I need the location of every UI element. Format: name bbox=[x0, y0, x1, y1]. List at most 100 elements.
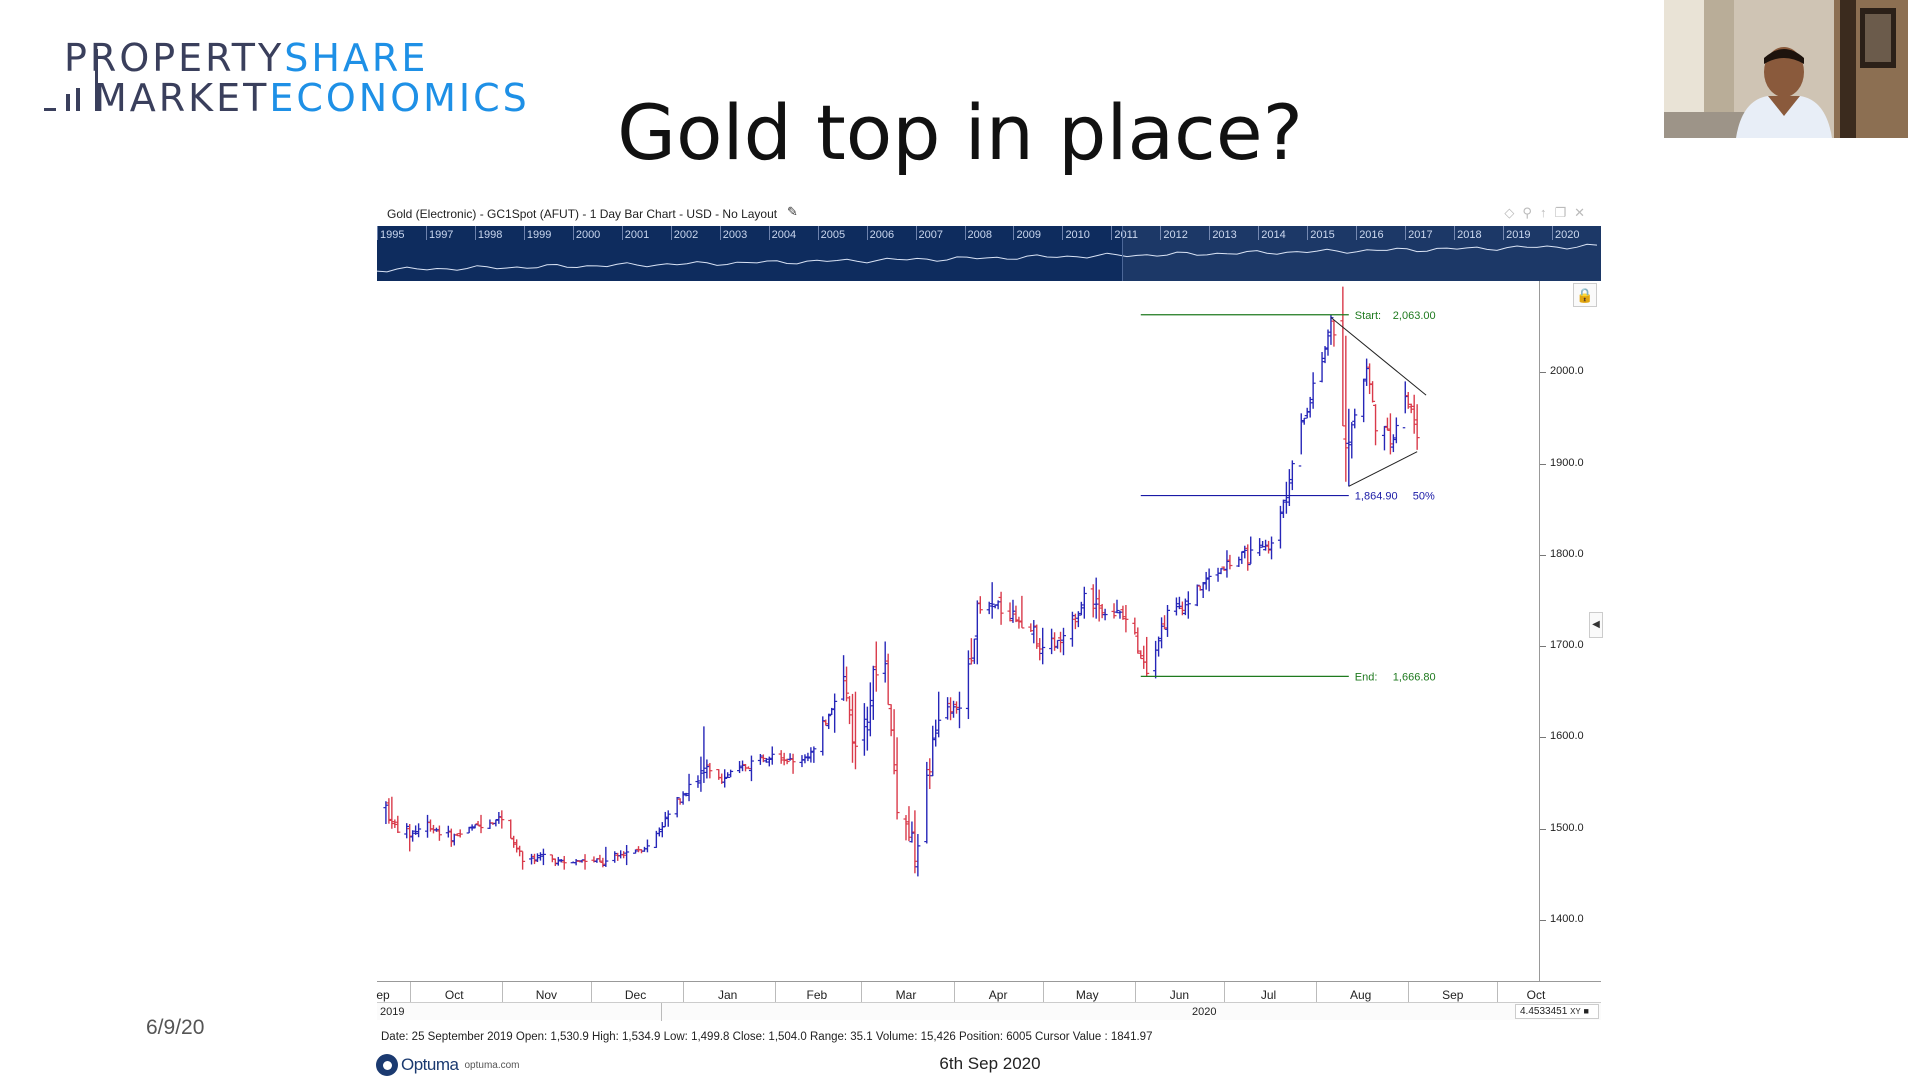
trendline bbox=[1330, 317, 1427, 396]
overview-year-label: 2011 bbox=[1114, 229, 1139, 241]
overview-year-label: 2019 bbox=[1506, 229, 1531, 241]
x-tick-label: Nov bbox=[535, 988, 558, 1002]
brand-site: optuma.com bbox=[464, 1059, 520, 1071]
overview-year-label: 2014 bbox=[1261, 229, 1286, 241]
x-month-separator bbox=[953, 982, 955, 1002]
overview-year-label: 2006 bbox=[869, 229, 895, 241]
x-month-separator bbox=[1042, 982, 1044, 1002]
logo-word-economics: ECONOMICS bbox=[269, 76, 530, 120]
x-tick-label: Sep bbox=[1442, 988, 1464, 1002]
logo-line-2: MARKETECONOMICS bbox=[94, 78, 530, 118]
overview-selection[interactable] bbox=[1122, 226, 1601, 281]
overview-year-divider bbox=[1111, 226, 1113, 240]
x-month-separator bbox=[501, 982, 503, 1002]
overview-year-label: 2009 bbox=[1016, 229, 1041, 241]
x-axis: ep Oct Nov Dec Jan Feb Mar Apr May Jun Jul Aug Sep Oc… bbox=[376, 981, 1601, 1021]
x-tick-label: Dec bbox=[624, 988, 647, 1002]
overview-year-divider bbox=[523, 226, 525, 240]
chevron-left-icon[interactable]: ◀ bbox=[1589, 612, 1603, 638]
x-month-separator bbox=[1134, 982, 1136, 1002]
y-tick-label: 1500.0 bbox=[1550, 821, 1584, 834]
x-tick-label: Oct bbox=[444, 988, 464, 1002]
price-plot-area[interactable]: Start: 2,063.00 1,864.90 50% End: 1,666.80 bbox=[377, 281, 1539, 981]
overview-year-label: 2012 bbox=[1163, 229, 1188, 241]
x-month-separator bbox=[1223, 982, 1225, 1002]
overview-year-divider bbox=[1307, 226, 1309, 240]
y-axis: 1400.0 1500.0 1600.0 1700.0 1800.0 1900.0 2000… bbox=[1539, 281, 1601, 981]
overview-year-label: 2002 bbox=[673, 229, 699, 241]
company-logo: PROPERTYSHARE MARKETECONOMICS bbox=[44, 38, 544, 122]
x-month-separator bbox=[683, 982, 685, 1002]
fib-level-percent: 50% bbox=[1413, 491, 1435, 503]
x-tick-label: Apr bbox=[988, 988, 1008, 1002]
footer-date: 6th Sep 2020 bbox=[939, 1054, 1041, 1073]
overview-year-label: 2005 bbox=[820, 229, 846, 241]
x-month-separator bbox=[1408, 982, 1410, 1002]
fib-level-value: 1,666.80 bbox=[1393, 671, 1436, 683]
brand-name: Optuma bbox=[401, 1055, 459, 1074]
chart-header: Gold (Electronic) - GC1Spot (AFUT) - 1 D… bbox=[377, 200, 1601, 226]
x-month-separator bbox=[861, 982, 863, 1002]
overview-year-label: 2007 bbox=[918, 229, 944, 241]
x-year-label: 2020 bbox=[1192, 1006, 1217, 1018]
overview-year-label: 2015 bbox=[1310, 229, 1335, 241]
logo-bar-3 bbox=[76, 88, 80, 111]
y-tick-label: 1600.0 bbox=[1550, 730, 1584, 743]
x-tick-label: Oct bbox=[1526, 988, 1546, 1002]
overview-year-divider bbox=[425, 226, 427, 240]
overview-year-label: 2000 bbox=[575, 229, 601, 241]
logo-word-share: SHARE bbox=[284, 36, 429, 80]
overview-year-divider bbox=[670, 226, 672, 240]
overview-year-label: 1999 bbox=[526, 229, 552, 241]
overview-year-divider bbox=[621, 226, 623, 240]
logo-bar-4 bbox=[95, 49, 98, 111]
chart-window: Gold (Electronic) - GC1Spot (AFUT) - 1 D… bbox=[376, 200, 1603, 1026]
overview-year-label: 2004 bbox=[771, 229, 797, 241]
x-tick-label: Mar bbox=[895, 988, 917, 1002]
pin-icon[interactable]: ⚲ bbox=[1522, 205, 1540, 220]
overview-year-label: 2003 bbox=[722, 229, 748, 241]
overview-year-divider bbox=[817, 226, 819, 240]
x-month-separator bbox=[775, 982, 777, 1002]
slide-date: 6/9/20 bbox=[146, 1016, 205, 1039]
x-tick-label: Aug bbox=[1350, 988, 1372, 1002]
overview-year-divider bbox=[915, 226, 917, 240]
window-controls: ◇⚲↑❐✕ bbox=[1504, 205, 1593, 221]
y-tick-mark bbox=[1540, 919, 1546, 921]
year-separator bbox=[661, 1003, 662, 1021]
x-month-separator bbox=[409, 982, 411, 1002]
x-tick-label: ep bbox=[376, 988, 390, 1002]
x-year-label: 2019 bbox=[380, 1006, 405, 1018]
y-tick-mark bbox=[1540, 828, 1546, 830]
logo-word-property: PROPERTY bbox=[64, 36, 285, 80]
fib-level-label: Start: bbox=[1355, 310, 1381, 322]
overview-year-label: 2001 bbox=[624, 229, 650, 241]
overview-year-divider bbox=[719, 226, 721, 240]
up-icon[interactable]: ↑ bbox=[1539, 205, 1555, 220]
logo-line-1: PROPERTYSHARE bbox=[64, 38, 428, 78]
overview-timeline[interactable]: 1995 1997 1998 1999 2000 2001 2002 2003 2004 2005… bbox=[377, 226, 1601, 281]
lock-icon[interactable]: 🔒 bbox=[1573, 283, 1597, 307]
overview-year-divider bbox=[866, 226, 868, 240]
overview-year-label: 1998 bbox=[477, 229, 503, 241]
pencil-icon[interactable]: ✎ bbox=[787, 204, 798, 219]
overview-year-divider bbox=[1013, 226, 1015, 240]
cursor-unit: XY bbox=[1570, 1007, 1581, 1016]
overview-year-label: 2017 bbox=[1408, 229, 1433, 241]
overview-year-divider bbox=[1258, 226, 1260, 240]
presenter-video-frame bbox=[1664, 0, 1908, 138]
overview-year-label: 2008 bbox=[967, 229, 992, 241]
x-month-separator bbox=[1316, 982, 1318, 1002]
overview-year-divider bbox=[1062, 226, 1064, 240]
presenter-webcam bbox=[1664, 0, 1908, 138]
restore-icon[interactable]: ❐ bbox=[1554, 205, 1575, 220]
y-tick-mark bbox=[1540, 463, 1546, 465]
optuma-logo-icon bbox=[376, 1054, 398, 1076]
x-tick-label: Jun bbox=[1169, 988, 1190, 1002]
y-tick-mark bbox=[1540, 737, 1546, 739]
overview-year-divider bbox=[572, 226, 574, 240]
small-lock-icon[interactable]: ■ bbox=[1583, 1006, 1589, 1016]
close-icon[interactable]: ✕ bbox=[1574, 205, 1593, 220]
diamond-icon[interactable]: ◇ bbox=[1504, 205, 1523, 220]
logo-word-market: MARKET bbox=[94, 76, 270, 120]
